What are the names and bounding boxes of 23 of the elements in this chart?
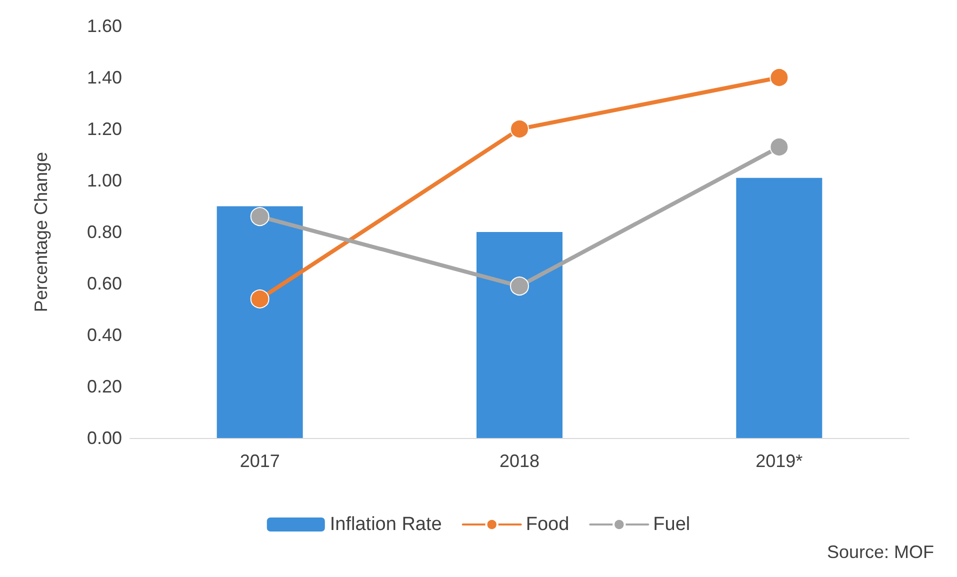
legend-label: Inflation Rate (330, 514, 442, 535)
legend-label: Fuel (653, 514, 690, 535)
y-tick-label: 0.20 (86, 376, 122, 396)
point (770, 138, 789, 157)
point (250, 207, 270, 226)
y-tick-label: 1.40 (86, 68, 122, 88)
x-tick-label: 2018 (499, 451, 540, 471)
x-tick-label: 2017 (240, 451, 280, 471)
y-tick-label: 0.00 (86, 428, 122, 448)
y-tick-label: 0.40 (86, 325, 122, 345)
source-note: Source: MOF (826, 542, 934, 562)
y-axis-title: Percentage Change (31, 152, 51, 312)
y-tick-label: 1.20 (86, 119, 122, 139)
point (510, 276, 529, 296)
legend-label: Food (526, 514, 570, 535)
y-tick-label: 0.60 (86, 274, 122, 294)
point (770, 68, 789, 87)
point (510, 120, 529, 138)
y-tick-label: 0.80 (86, 222, 122, 242)
x-tick-label: 2019* (756, 451, 803, 471)
y-tick-label: 1.60 (86, 16, 122, 36)
point (250, 289, 270, 308)
y-tick-label: 1.00 (86, 170, 122, 190)
